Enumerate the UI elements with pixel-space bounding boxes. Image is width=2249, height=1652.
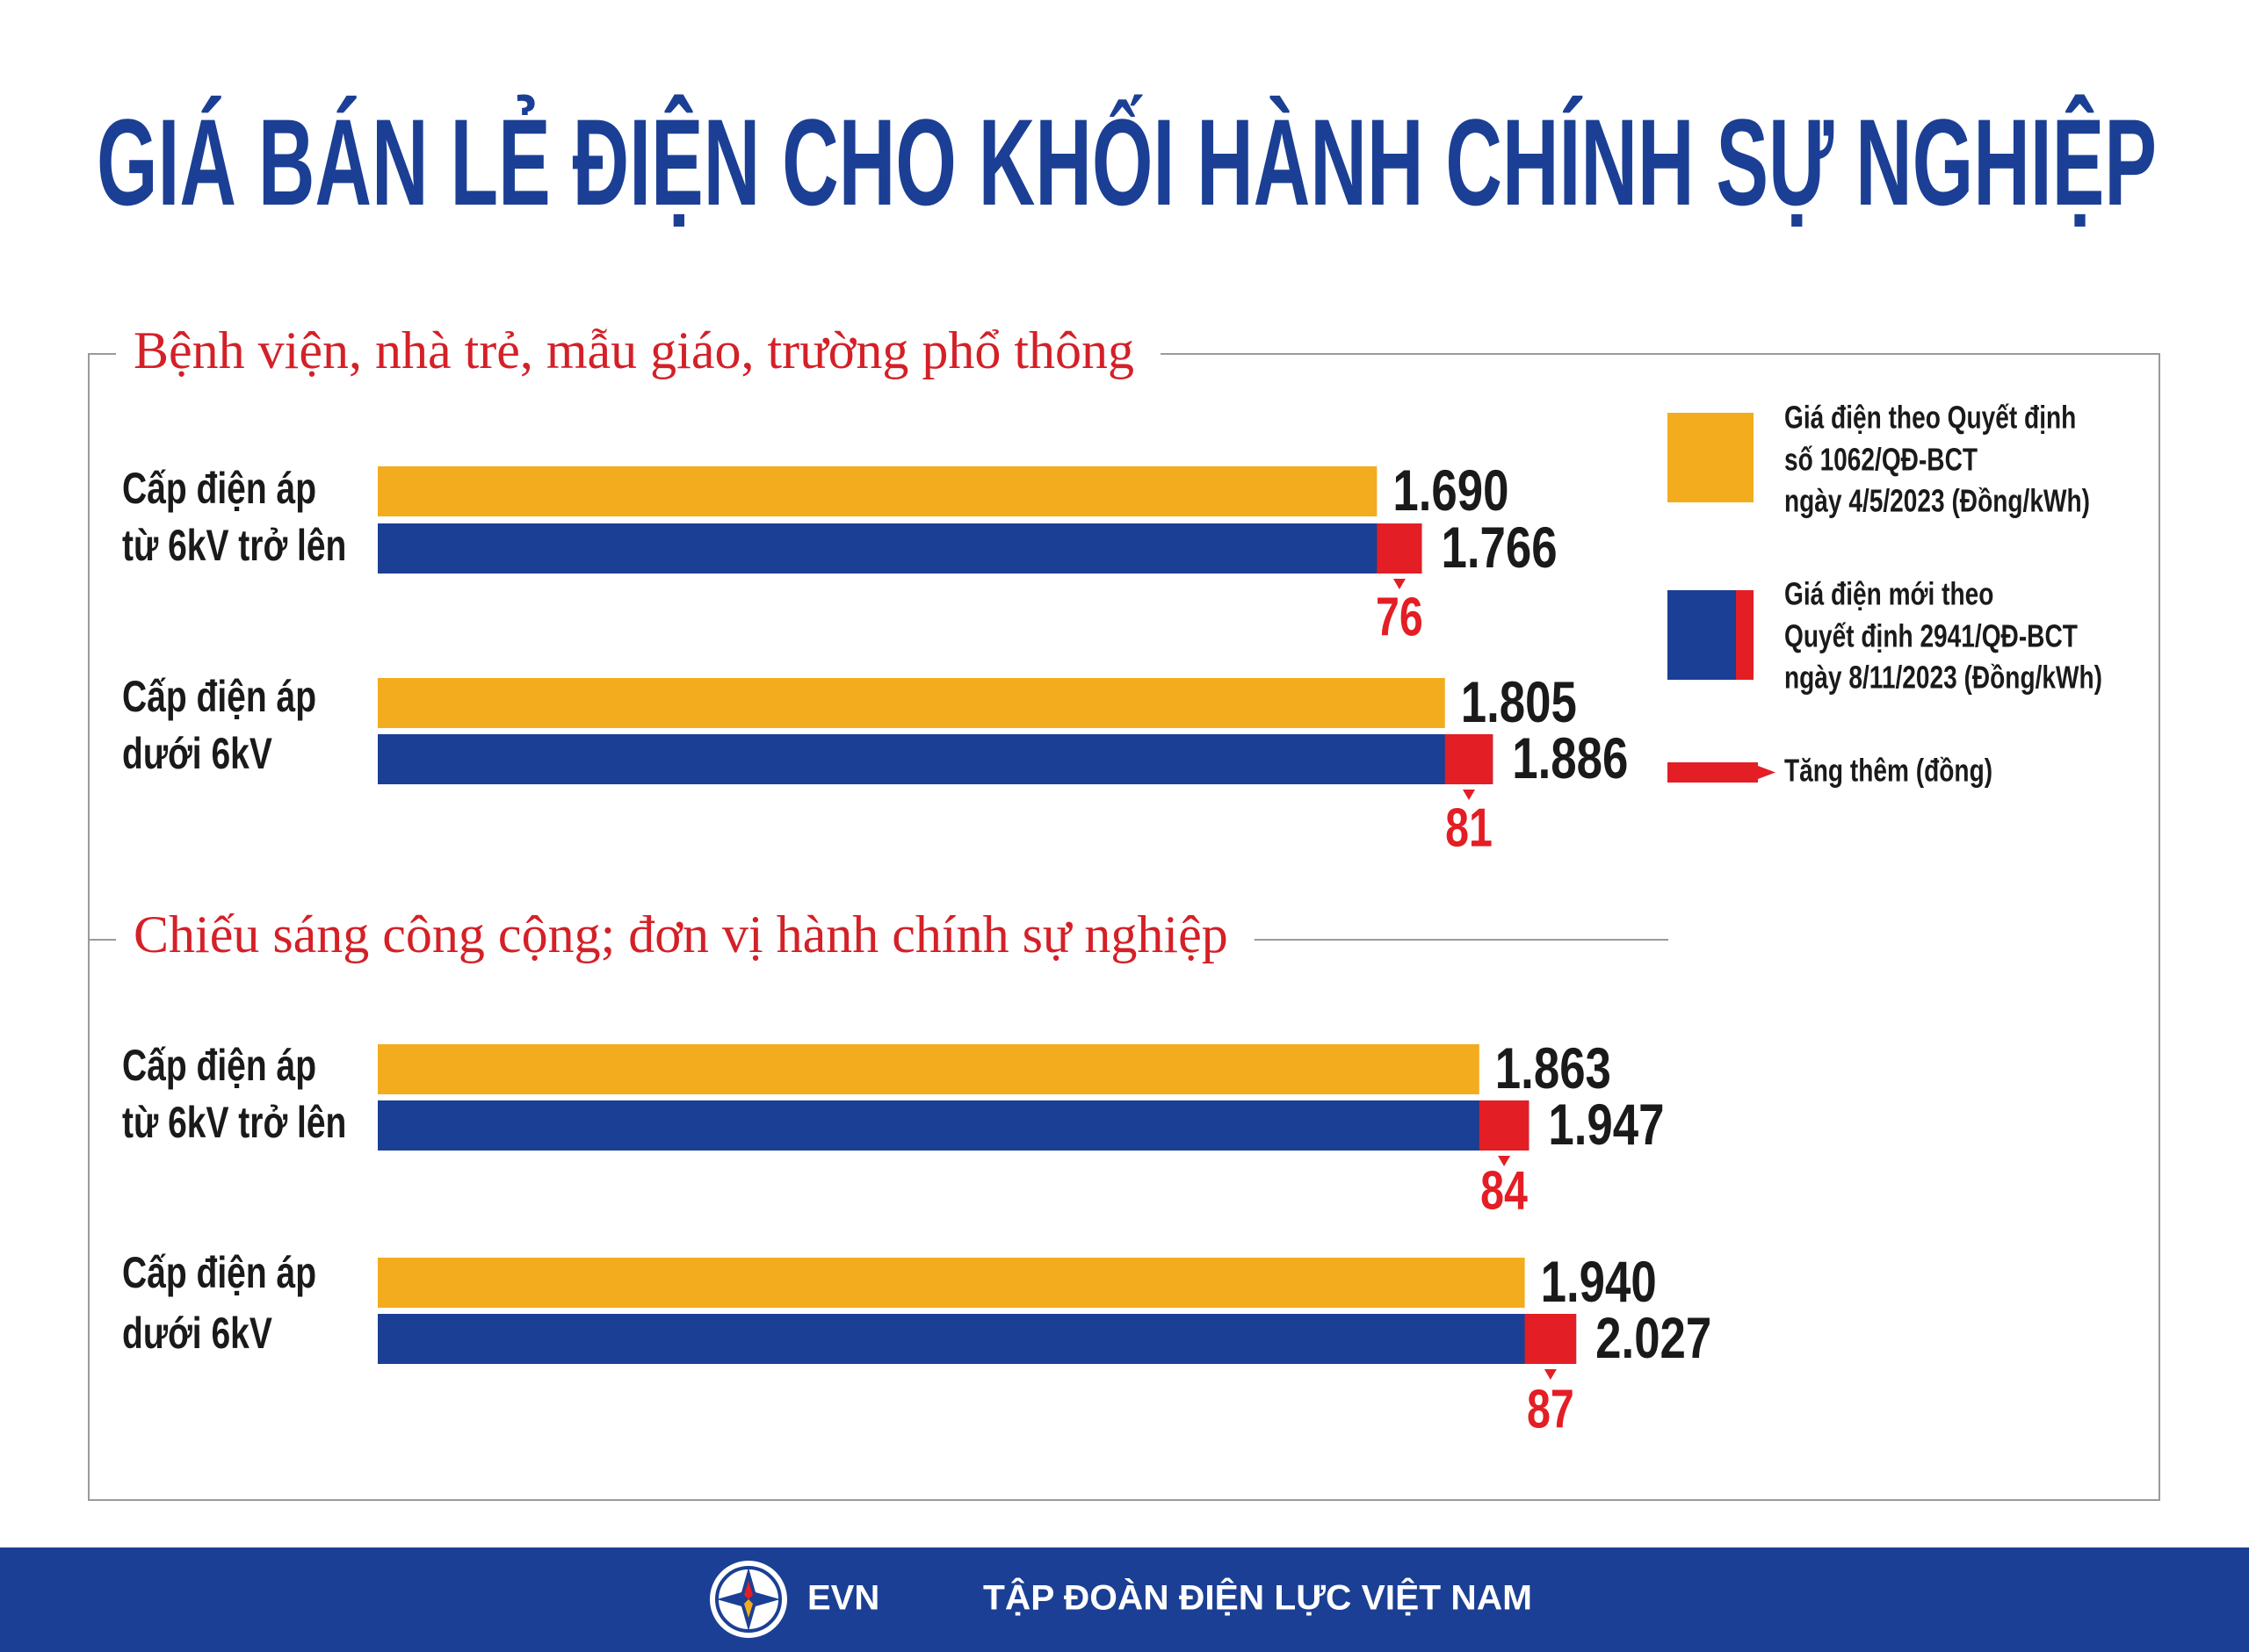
footer-organization: TẬP ĐOÀN ĐIỆN LỰC VIỆT NAM xyxy=(983,1577,1532,1618)
legend-label: Giá điện mới theo xyxy=(1784,576,1993,612)
bar-old-price xyxy=(378,1044,1479,1094)
legend-label: ngày 4/5/2023 (Đồng/kWh) xyxy=(1784,483,2090,519)
value-label: 2.027 xyxy=(1595,1305,1711,1370)
bar-new-price xyxy=(378,523,1422,574)
increase-arrow xyxy=(1463,790,1476,800)
value-label: 1.690 xyxy=(1392,458,1508,523)
increase-arrow xyxy=(1392,579,1406,589)
category-label: Cấp điện áp xyxy=(122,464,316,513)
bar-increase xyxy=(1479,1100,1529,1151)
category-label: từ 6kV trở lên xyxy=(122,521,346,570)
section-heading: Bệnh viện, nhà trẻ, mẫu giáo, trường phổ… xyxy=(134,321,1134,379)
legend-label: ngày 8/11/2023 (Đồng/kWh) xyxy=(1784,660,2102,696)
increase-label: 84 xyxy=(1480,1160,1528,1221)
bar-old-price xyxy=(378,1258,1525,1308)
increase-arrow xyxy=(1498,1156,1511,1166)
category-label: dưới 6kV xyxy=(122,729,272,778)
bar-new-price xyxy=(378,734,1493,784)
footer-logo-text: EVN xyxy=(807,1579,879,1618)
legend-swatch-increase xyxy=(1736,590,1754,680)
legend-arrow xyxy=(1758,766,1775,779)
bar-increase xyxy=(1377,523,1422,574)
bar-new-price xyxy=(378,1100,1529,1151)
category-label: từ 6kV trở lên xyxy=(122,1098,346,1147)
bar-old-price xyxy=(378,678,1445,728)
value-label: 1.863 xyxy=(1495,1035,1611,1100)
value-label: 1.940 xyxy=(1541,1249,1657,1314)
bar-new-price xyxy=(378,1314,1577,1364)
legend-label: Tăng thêm (đồng) xyxy=(1784,753,1992,789)
bar-old-price xyxy=(378,466,1378,516)
increase-label: 81 xyxy=(1445,797,1493,858)
legend-label: số 1062/QĐ-BCT xyxy=(1784,442,1978,478)
value-label: 1.886 xyxy=(1512,725,1628,790)
value-label: 1.947 xyxy=(1548,1092,1664,1157)
category-label: Cấp điện áp xyxy=(122,672,316,721)
category-label: Cấp điện áp xyxy=(122,1248,316,1297)
legend-swatch xyxy=(1667,413,1754,502)
legend-label: Giá điện theo Quyết định xyxy=(1784,400,2076,436)
legend-swatch xyxy=(1667,762,1758,783)
footer-band xyxy=(0,1547,2249,1652)
evn-logo xyxy=(710,1561,787,1638)
legend-label: Quyết định 2941/QĐ-BCT xyxy=(1784,618,2078,654)
heading-background xyxy=(116,900,1255,979)
logo-star-red xyxy=(744,1581,753,1599)
increase-arrow xyxy=(1544,1369,1557,1380)
heading-background xyxy=(116,316,1161,395)
chart-title: GIÁ BÁN LẺ ĐIỆN CHO KHỐI HÀNH CHÍNH SỰ N… xyxy=(97,93,2157,231)
value-label: 1.766 xyxy=(1442,515,1558,580)
category-label: Cấp điện áp xyxy=(122,1041,316,1090)
section-heading: Chiếu sáng công cộng; đơn vị hành chính … xyxy=(134,905,1228,963)
bar-increase xyxy=(1524,1314,1577,1364)
increase-label: 76 xyxy=(1376,587,1423,647)
category-label: dưới 6kV xyxy=(122,1309,272,1358)
value-label: 1.805 xyxy=(1461,669,1577,734)
bar-increase xyxy=(1444,734,1493,784)
logo-star-yellow xyxy=(744,1599,753,1618)
increase-label: 87 xyxy=(1527,1379,1574,1439)
